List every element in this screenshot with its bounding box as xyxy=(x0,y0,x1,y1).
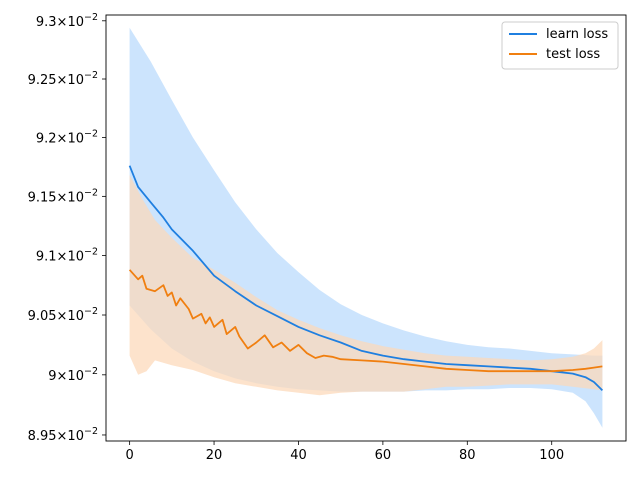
x-tick-label: 60 xyxy=(375,448,392,463)
y-tick-label: 9.25×10−2 xyxy=(28,70,98,88)
plot-area-frame xyxy=(105,14,627,442)
y-tick-label: 9.15×10−2 xyxy=(28,187,98,205)
legend: learn loss test loss xyxy=(501,21,619,70)
y-tick-label: 9.1×10−2 xyxy=(36,247,98,265)
legend-label-learn-loss: learn loss xyxy=(546,27,608,42)
x-axis-ticks: 0 20 40 60 80 100 xyxy=(125,441,564,463)
y-tick-label: 8.95×10−2 xyxy=(28,426,98,444)
x-tick-label: 40 xyxy=(290,448,307,463)
y-axis-ticks: 8.95×10−2 9×10−2 9.05×10−2 9.1×10−2 9.15×10−… xyxy=(28,12,106,444)
legend-label-test-loss: test loss xyxy=(546,47,600,62)
mean-lines xyxy=(128,165,604,392)
series-line-test-loss xyxy=(128,269,603,373)
y-tick-label: 9.05×10−2 xyxy=(28,306,98,324)
y-tick-label: 9.2×10−2 xyxy=(36,129,98,147)
x-tick-label: 20 xyxy=(206,448,223,463)
y-tick-label: 9×10−2 xyxy=(48,366,98,384)
band-test-loss xyxy=(129,175,603,396)
x-tick-label: 0 xyxy=(125,448,133,463)
confidence-bands xyxy=(129,27,603,428)
x-tick-label: 100 xyxy=(539,448,564,463)
x-tick-label: 80 xyxy=(459,448,476,463)
y-tick-label: 9.3×10−2 xyxy=(36,12,98,30)
